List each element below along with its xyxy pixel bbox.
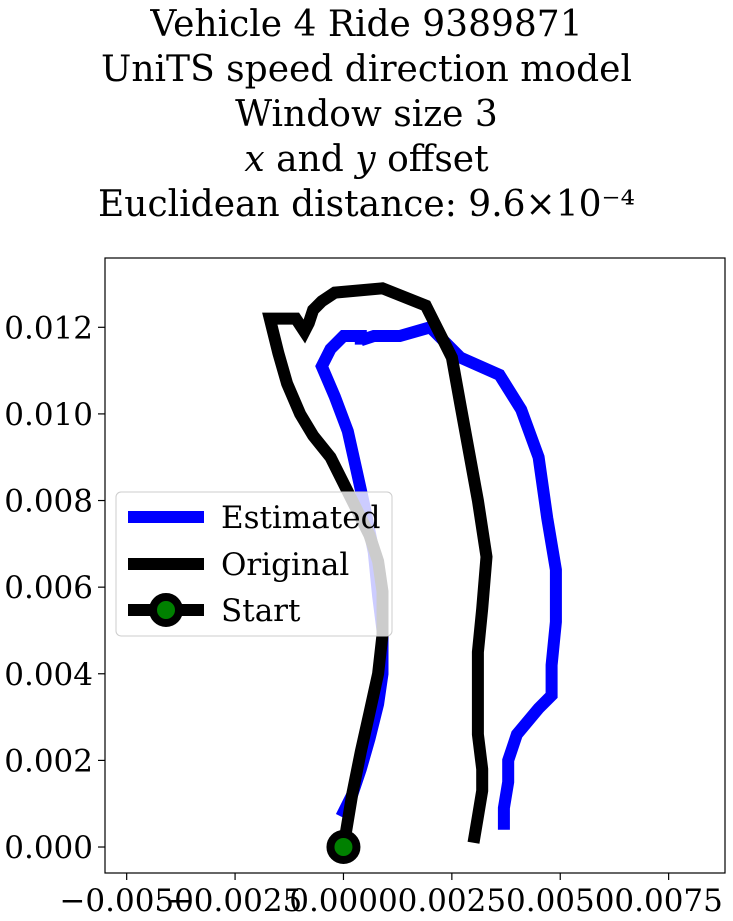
title-line-model: UniTS speed direction model bbox=[101, 49, 632, 90]
x-tick-label: 0.0025 bbox=[398, 883, 506, 919]
y-tick-label: 0.010 bbox=[4, 397, 93, 433]
chart-title: Vehicle 4 Ride 9389871 UniTS speed direc… bbox=[0, 2, 733, 227]
legend-estimated-label: Estimated bbox=[221, 500, 380, 536]
start-point-marker bbox=[326, 830, 361, 865]
y-tick-label: 0.008 bbox=[4, 484, 93, 520]
legend-original-label: Original bbox=[221, 547, 349, 583]
x-tick-label: 0.0000 bbox=[289, 883, 397, 919]
title-line-window: Window size 3 bbox=[235, 94, 498, 135]
y-tick-label: 0.002 bbox=[4, 743, 93, 779]
x-tick-label: −0.0050 bbox=[59, 883, 193, 919]
title-x-var: x bbox=[244, 139, 265, 180]
title-line-offset: x and y offset bbox=[244, 139, 489, 180]
title-y-var: y bbox=[355, 139, 376, 180]
legend: Estimated Original Start bbox=[115, 491, 393, 637]
x-tick-label: 0.0075 bbox=[614, 883, 722, 919]
y-tick-label: 0.000 bbox=[4, 830, 93, 866]
legend-start-marker bbox=[149, 593, 183, 627]
x-tick-label: 0.0050 bbox=[506, 883, 614, 919]
y-tick-label: 0.004 bbox=[4, 657, 93, 693]
title-line-distance: Euclidean distance: 9.6×10⁻⁴ bbox=[98, 184, 635, 225]
title-line-vehicle: Vehicle 4 Ride 9389871 bbox=[150, 4, 583, 45]
x-tick-label: −0.0025 bbox=[168, 883, 302, 919]
legend-box bbox=[115, 491, 393, 637]
legend-start-label: Start bbox=[221, 593, 301, 629]
plot-frame bbox=[104, 257, 726, 874]
y-tick-label: 0.006 bbox=[4, 570, 93, 606]
y-tick-label: 0.012 bbox=[4, 310, 93, 346]
